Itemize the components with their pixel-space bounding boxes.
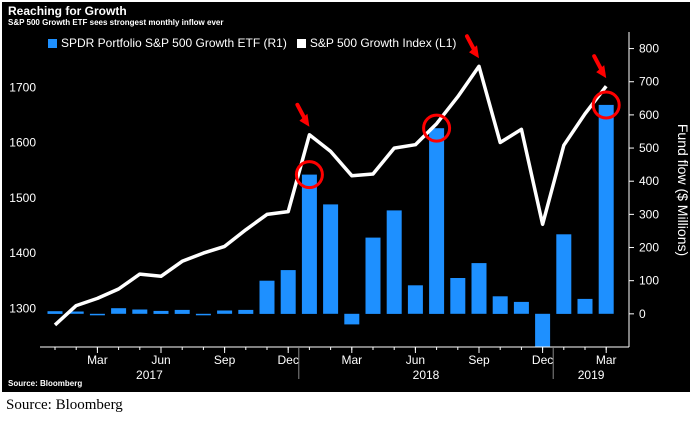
y-left-tick-label: 1300: [9, 301, 36, 315]
bar: [47, 311, 63, 314]
bar: [386, 210, 402, 314]
y-left-tick-label: 1600: [9, 136, 36, 150]
y-right-tick-label: 100: [639, 274, 659, 288]
y-right-tick-label: 800: [639, 42, 659, 56]
highlight-circle: [294, 160, 324, 190]
highlight-circle: [591, 90, 621, 120]
legend-label-line: S&P 500 Growth Index (L1): [309, 36, 457, 50]
bar: [174, 309, 190, 314]
y-right-tick-label: 300: [639, 207, 659, 221]
arrow-head: [469, 45, 479, 59]
x-tick-label: Mar: [87, 353, 108, 367]
bar: [153, 310, 169, 314]
bar: [492, 296, 508, 314]
bar: [365, 237, 381, 314]
bar: [323, 204, 339, 314]
bar: [217, 310, 233, 314]
bar: [195, 313, 211, 316]
x-tick-label: Mar: [596, 353, 617, 367]
chart-frame: Reaching for Growth S&P 500 Growth ETF s…: [2, 2, 690, 392]
bar: [238, 309, 254, 314]
source-caption: Source: Bloomberg: [6, 397, 123, 413]
bar: [429, 128, 445, 314]
bar: [556, 234, 572, 314]
x-year-label: 2018: [413, 368, 440, 382]
bar: [598, 104, 614, 314]
chart-plot: 0 100 200 300 400 500 600 700 800 1300 1400 1500 160…: [9, 32, 690, 382]
legend: SPDR Portfolio S&P 500 Growth ETF (R1) S…: [48, 36, 456, 50]
legend-swatch-line: [296, 38, 306, 48]
y-left-tick-label: 1500: [9, 191, 36, 205]
x-tick-label: Dec: [278, 353, 299, 367]
bar: [280, 270, 296, 314]
bar: [577, 298, 593, 314]
x-year-label: 2019: [578, 368, 605, 382]
x-tick-label: Sep: [468, 353, 490, 367]
y-right-tick-label: 600: [639, 108, 659, 122]
bar: [450, 278, 466, 314]
bar: [344, 313, 360, 325]
y-right-tick-label: 0: [639, 307, 646, 321]
source-label-inner: Source: Bloomberg: [8, 379, 83, 388]
y-right-tick-label: 700: [639, 75, 659, 89]
bar: [68, 311, 84, 314]
arrow-head: [299, 113, 310, 127]
chart-subtitle: S&P 500 Growth ETF sees strongest monthl…: [8, 18, 224, 27]
chart-title: Reaching for Growth: [8, 4, 127, 18]
series-line: [53, 64, 608, 327]
x-tick-label: Mar: [341, 353, 362, 367]
arrow-head: [596, 65, 607, 79]
y-left-tick-label: 1400: [9, 246, 36, 260]
y-right-axis-label: Fund flow ($ Millions): [675, 124, 690, 256]
highlight-circle: [422, 113, 452, 143]
bar: [513, 301, 529, 314]
bar: [301, 174, 317, 314]
y-right-tick-label: 500: [639, 141, 659, 155]
legend-swatch-bar: [48, 38, 57, 48]
y-right-tick-label: 200: [639, 241, 659, 255]
legend-label-bar: SPDR Portfolio S&P 500 Growth ETF (R1): [61, 36, 287, 50]
y-left-tick-label: 1700: [9, 80, 36, 94]
x-year-label: 2017: [136, 368, 163, 382]
bar: [111, 308, 127, 314]
x-tick-label: Jun: [406, 353, 425, 367]
bar: [407, 285, 423, 314]
bar: [471, 263, 487, 314]
bar: [259, 280, 275, 314]
bar: [535, 313, 551, 347]
y-right-tick-label: 400: [639, 174, 659, 188]
bar: [89, 313, 105, 316]
x-tick-label: Dec: [532, 353, 553, 367]
x-tick-label: Sep: [214, 353, 236, 367]
x-tick-label: Jun: [151, 353, 170, 367]
bar: [132, 309, 148, 314]
